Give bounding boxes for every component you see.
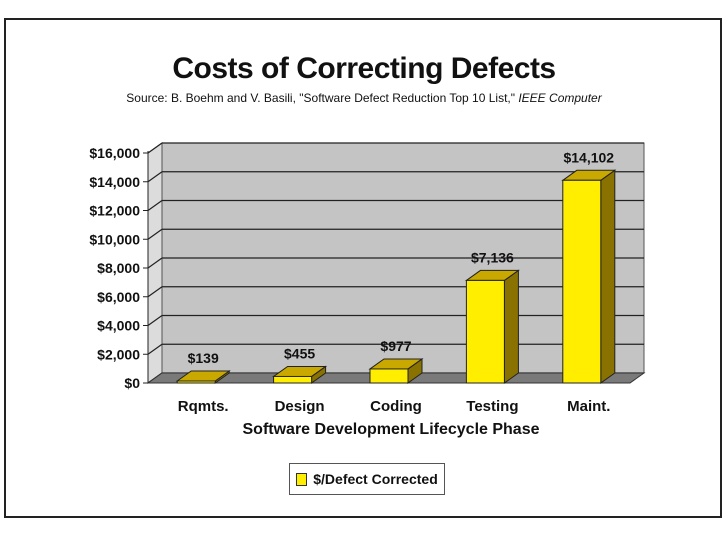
bar	[368, 357, 424, 384]
y-tick-label: $10,000	[89, 231, 140, 247]
bar-front	[273, 375, 313, 384]
legend-swatch	[296, 472, 308, 486]
legend-label: $/Defect Corrected	[313, 471, 438, 487]
data-label: $7,136	[471, 249, 514, 265]
bar-side	[503, 269, 519, 384]
bar	[272, 365, 328, 384]
x-tick-label: Coding	[370, 398, 422, 415]
source-citation: Source: B. Boehm and V. Basili, "Softwar…	[126, 91, 515, 105]
y-tick-label: $16,000	[89, 145, 140, 161]
chart-legend: $/Defect Corrected	[289, 463, 445, 495]
bar-front	[562, 179, 602, 384]
y-tick-label: $6,000	[97, 289, 140, 305]
chart-subtitle: Source: B. Boehm and V. Basili, "Softwar…	[0, 91, 728, 105]
x-tick-label: Testing	[466, 398, 518, 415]
bar	[175, 370, 231, 384]
y-tick-label: $0	[124, 375, 140, 391]
y-tick-label: $2,000	[97, 346, 140, 362]
y-tick-label: $4,000	[97, 318, 140, 334]
gridline-depth	[147, 228, 163, 240]
gridline-depth	[147, 200, 163, 211]
source-journal: IEEE Computer	[518, 91, 602, 105]
data-label: $455	[284, 345, 315, 361]
y-tick-label: $12,000	[89, 203, 140, 219]
bar	[464, 269, 520, 384]
gridline-depth	[147, 286, 163, 298]
bar-front	[176, 380, 216, 384]
y-tick-label: $14,000	[89, 174, 140, 190]
gridline-depth	[147, 315, 163, 326]
bar-front	[465, 279, 505, 384]
gridline-depth	[147, 142, 163, 154]
y-tick-label: $8,000	[97, 260, 140, 276]
x-tick-label: Maint.	[567, 398, 610, 415]
data-label: $14,102	[563, 149, 614, 165]
bar	[561, 169, 617, 384]
gridline-depth	[147, 343, 163, 355]
gridline-depth	[147, 171, 163, 183]
bar-side	[600, 169, 616, 384]
chart-title: Costs of Correcting Defects	[172, 52, 556, 85]
data-label: $977	[380, 338, 411, 354]
gridline-depth	[147, 257, 163, 269]
bar-front	[369, 368, 409, 384]
data-label: $139	[188, 350, 219, 366]
x-tick-label: Design	[275, 398, 325, 415]
x-tick-label: Rqmts.	[178, 398, 229, 415]
x-axis-title: Software Development Lifecycle Phase	[243, 421, 540, 438]
